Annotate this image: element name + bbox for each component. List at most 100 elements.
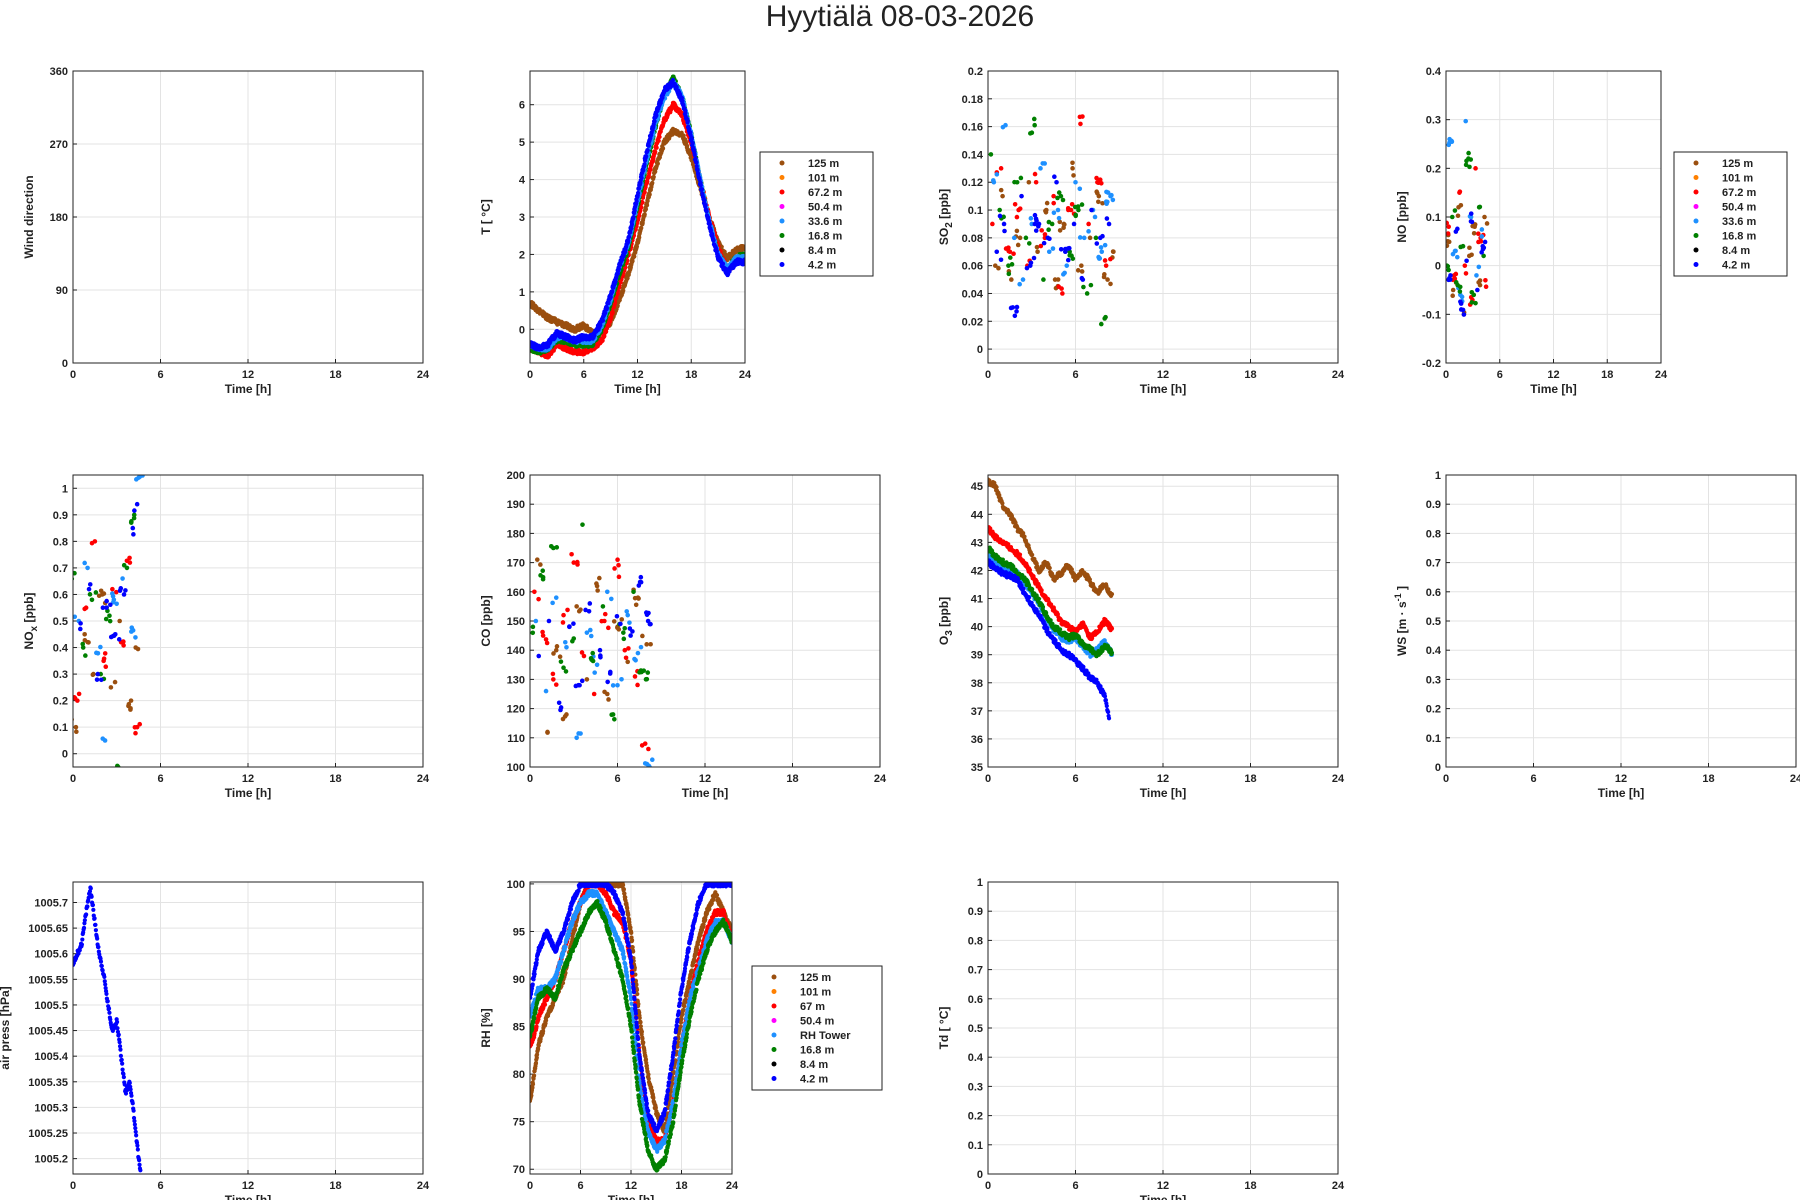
- data-point: [101, 591, 107, 596]
- data-point: [1014, 214, 1020, 220]
- x-tick-label: 12: [242, 369, 254, 381]
- data-point: [1457, 284, 1463, 290]
- data-point: [614, 295, 619, 301]
- data-point: [1086, 221, 1091, 227]
- data-point: [1094, 175, 1099, 181]
- data-point: [587, 601, 593, 606]
- data-point: [619, 617, 625, 622]
- legend-box: [1673, 151, 1788, 277]
- data-point: [82, 637, 88, 643]
- legend-marker: [1693, 233, 1699, 238]
- legend-entry: 50.4 m: [1722, 202, 1756, 214]
- data-point: [635, 682, 640, 688]
- data-point: [1046, 227, 1051, 233]
- y-axis-label: SO2 [ppb]: [937, 189, 955, 245]
- data-point: [1069, 201, 1075, 207]
- data-point: [102, 651, 108, 656]
- series-4_2-m: [530, 77, 745, 352]
- series-16_8-m: [988, 116, 1108, 327]
- data-point: [628, 633, 633, 638]
- data-point: [1483, 284, 1489, 290]
- data-point: [638, 574, 644, 580]
- data-point: [699, 187, 705, 192]
- data-point: [606, 301, 611, 306]
- data-point: [642, 761, 648, 766]
- data-point: [1032, 221, 1038, 227]
- data-point: [1468, 157, 1474, 162]
- data-point: [592, 670, 597, 675]
- data-point: [697, 177, 702, 182]
- data-point: [1103, 199, 1109, 204]
- data-point: [137, 475, 143, 479]
- data-point: [1087, 235, 1093, 241]
- data-point: [603, 310, 608, 315]
- data-point: [604, 589, 610, 595]
- data-point: [606, 697, 611, 702]
- data-point: [1081, 284, 1086, 290]
- data-point: [651, 174, 656, 180]
- data-point: [1098, 321, 1104, 327]
- data-point: [610, 289, 615, 294]
- data-point: [124, 558, 130, 564]
- data-point: [1028, 216, 1034, 221]
- data-point: [583, 607, 588, 613]
- data-point: [540, 576, 546, 582]
- data-point: [613, 300, 618, 305]
- data-point: [1031, 255, 1037, 261]
- data-point: [573, 683, 579, 689]
- data-point: [1009, 277, 1014, 282]
- y-tick-label: 0.8: [53, 536, 68, 548]
- y-tick-label: 0: [62, 749, 68, 761]
- data-point: [1006, 263, 1011, 268]
- data-point: [1051, 210, 1057, 216]
- data-point: [114, 766, 116, 767]
- data-point: [1481, 253, 1486, 259]
- x-tick-label: 0: [70, 773, 76, 785]
- y-tick-label: 43: [971, 537, 983, 549]
- x-tick-label: 24: [739, 369, 752, 381]
- data-point: [1476, 239, 1481, 245]
- figure-title: Hyytiälä 08-03-2026: [765, 0, 1035, 33]
- y-tick-label: 6: [519, 100, 525, 112]
- data-point: [638, 668, 644, 673]
- data-point: [1057, 228, 1063, 233]
- y-tick-label: -0.1: [1422, 309, 1441, 321]
- y-tick-label: 0.16: [962, 122, 983, 134]
- data-point: [83, 653, 88, 658]
- data-point: [1028, 131, 1033, 136]
- data-point: [103, 616, 109, 622]
- data-point: [597, 647, 603, 653]
- data-point: [546, 618, 552, 624]
- data-point: [644, 771, 649, 776]
- data-point: [1081, 235, 1087, 241]
- data-point: [584, 677, 590, 682]
- data-point: [610, 683, 616, 688]
- legend-marker: [1693, 189, 1699, 195]
- data-point: [1051, 193, 1056, 199]
- series-33_6-m: [990, 122, 1116, 287]
- x-tick-label: 24: [417, 369, 430, 381]
- data-point: [670, 77, 676, 83]
- data-point: [988, 478, 992, 483]
- data-point: [1469, 300, 1475, 305]
- data-point: [1101, 274, 1107, 280]
- x-tick-label: 24: [874, 773, 887, 785]
- data-point: [1065, 205, 1071, 211]
- data-point: [1034, 244, 1040, 250]
- data-point: [1108, 256, 1113, 262]
- legend-marker: [779, 233, 785, 238]
- data-layer: [1446, 118, 1490, 317]
- data-point: [536, 653, 542, 659]
- data-point: [588, 633, 594, 639]
- data-point: [1479, 234, 1485, 239]
- data-point: [625, 612, 631, 618]
- data-point: [1017, 281, 1022, 287]
- y-tick-label: 41: [971, 594, 983, 606]
- data-point: [610, 310, 615, 315]
- legend-entry: 33.6 m: [808, 216, 842, 228]
- data-point: [581, 653, 587, 659]
- data-point: [556, 700, 562, 706]
- data-point: [704, 209, 709, 214]
- data-point: [606, 322, 611, 327]
